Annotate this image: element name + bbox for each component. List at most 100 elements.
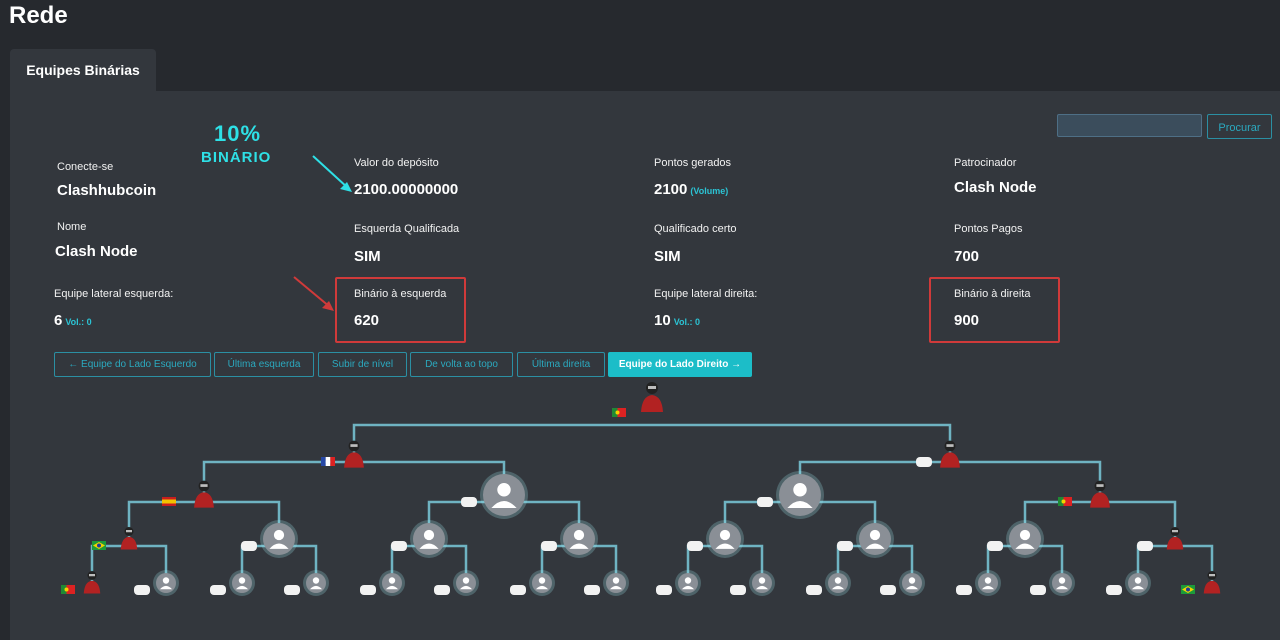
slot-badge <box>391 541 407 551</box>
empty-slot-icon[interactable] <box>899 570 925 596</box>
member-avatar-icon[interactable] <box>1090 480 1110 508</box>
empty-slot-icon[interactable] <box>410 520 448 558</box>
name-label: Nome <box>57 221 87 233</box>
empty-slot-icon[interactable] <box>379 570 405 596</box>
left-binary-highlight <box>335 277 466 343</box>
tab-binary-teams[interactable]: Equipes Binárias <box>10 49 156 91</box>
points-generated-label: Pontos gerados <box>654 157 732 169</box>
points-generated-value: 2100 (Volume) <box>654 181 729 198</box>
empty-slot-icon[interactable] <box>825 570 851 596</box>
slot-badge <box>730 585 746 595</box>
empty-slot-icon[interactable] <box>1006 520 1044 558</box>
empty-slot-icon[interactable] <box>856 520 894 558</box>
back-to-top-button[interactable]: De volta ao topo <box>410 352 513 377</box>
member-avatar-icon[interactable] <box>344 440 364 468</box>
right-binary-label: Binário à direita <box>954 288 1031 300</box>
empty-slot-icon[interactable] <box>529 570 555 596</box>
slot-badge <box>916 457 932 467</box>
empty-slot-icon[interactable] <box>1125 570 1151 596</box>
empty-slot-icon[interactable] <box>675 570 701 596</box>
left-team-button[interactable]: ← Equipe do Lado Esquerdo <box>54 352 211 377</box>
flag-icon <box>61 585 75 594</box>
slot-badge <box>757 497 773 507</box>
left-binary-label: Binário à esquerda <box>354 288 447 300</box>
flag-icon <box>321 457 335 466</box>
slot-badge <box>1106 585 1122 595</box>
right-binary-highlight <box>929 277 1060 343</box>
right-team-button[interactable]: Equipe do Lado Direito → <box>608 352 752 377</box>
empty-slot-icon[interactable] <box>749 570 775 596</box>
empty-slot-icon[interactable] <box>975 570 1001 596</box>
slot-badge <box>987 541 1003 551</box>
slot-badge <box>434 585 450 595</box>
empty-slot-icon[interactable] <box>303 570 329 596</box>
member-avatar-icon[interactable] <box>641 382 663 412</box>
slot-badge <box>541 541 557 551</box>
slot-badge <box>1030 585 1046 595</box>
deposit-label: Valor do depósito <box>354 157 439 169</box>
points-paid-label: Pontos Pagos <box>954 223 1023 235</box>
left-team-label: Equipe lateral esquerda: <box>54 288 174 300</box>
flag-icon <box>92 541 106 550</box>
right-qualified-value: SIM <box>654 248 681 265</box>
right-binary-value: 900 <box>954 312 980 329</box>
empty-slot-icon[interactable] <box>480 471 528 519</box>
empty-slot-icon[interactable] <box>453 570 479 596</box>
slot-badge <box>656 585 672 595</box>
right-qualified-label: Qualificado certo <box>654 223 737 235</box>
page-title: Rede <box>9 2 68 29</box>
slot-badge <box>837 541 853 551</box>
slot-badge <box>806 585 822 595</box>
right-team-label: Equipe lateral direita: <box>654 288 758 300</box>
flag-icon <box>612 408 626 417</box>
last-left-button[interactable]: Última esquerda <box>214 352 314 377</box>
annotation-percent: 10% <box>214 121 262 146</box>
slot-badge <box>360 585 376 595</box>
member-avatar-icon[interactable] <box>1166 527 1184 550</box>
tree-connector <box>352 423 952 457</box>
slot-badge <box>210 585 226 595</box>
empty-slot-icon[interactable] <box>260 520 298 558</box>
member-avatar-icon[interactable] <box>83 571 101 594</box>
member-avatar-icon[interactable] <box>1203 571 1221 594</box>
deposit-value: 2100.00000000 <box>354 181 459 198</box>
member-avatar-icon[interactable] <box>940 440 960 468</box>
left-qualified-label: Esquerda Qualificada <box>354 223 460 235</box>
login-label: Conecte-se <box>57 161 114 173</box>
slot-badge <box>880 585 896 595</box>
slot-badge <box>510 585 526 595</box>
member-avatar-icon[interactable] <box>194 480 214 508</box>
empty-slot-icon[interactable] <box>229 570 255 596</box>
last-right-button[interactable]: Última direita <box>517 352 605 377</box>
search-button[interactable]: Procurar <box>1207 114 1272 139</box>
member-avatar-icon[interactable] <box>120 527 138 550</box>
slot-badge <box>584 585 600 595</box>
points-paid-value: 700 <box>954 248 980 265</box>
tree-connector <box>1023 500 1177 541</box>
search-input[interactable] <box>1057 114 1202 137</box>
empty-slot-icon[interactable] <box>706 520 744 558</box>
sponsor-label: Patrocinador <box>954 157 1017 169</box>
empty-slot-icon[interactable] <box>153 570 179 596</box>
slot-badge <box>241 541 257 551</box>
name-value: Clash Node <box>55 243 138 260</box>
empty-slot-icon[interactable] <box>603 570 629 596</box>
empty-slot-icon[interactable] <box>560 520 598 558</box>
left-binary-value: 620 <box>354 312 380 329</box>
slot-badge <box>461 497 477 507</box>
sponsor-value: Clash Node <box>954 179 1037 196</box>
flag-icon <box>162 497 176 506</box>
level-up-button[interactable]: Subir de nível <box>318 352 407 377</box>
slot-badge <box>956 585 972 595</box>
empty-slot-icon[interactable] <box>776 471 824 519</box>
slot-badge <box>687 541 703 551</box>
flag-icon <box>1181 585 1195 594</box>
left-team-value: 6 Vol.: 0 <box>54 312 92 329</box>
flag-icon <box>1058 497 1072 506</box>
slot-badge <box>134 585 150 595</box>
empty-slot-icon[interactable] <box>1049 570 1075 596</box>
slot-badge <box>284 585 300 595</box>
login-value: Clashhubcoin <box>57 182 157 199</box>
tree-connector <box>127 500 281 541</box>
